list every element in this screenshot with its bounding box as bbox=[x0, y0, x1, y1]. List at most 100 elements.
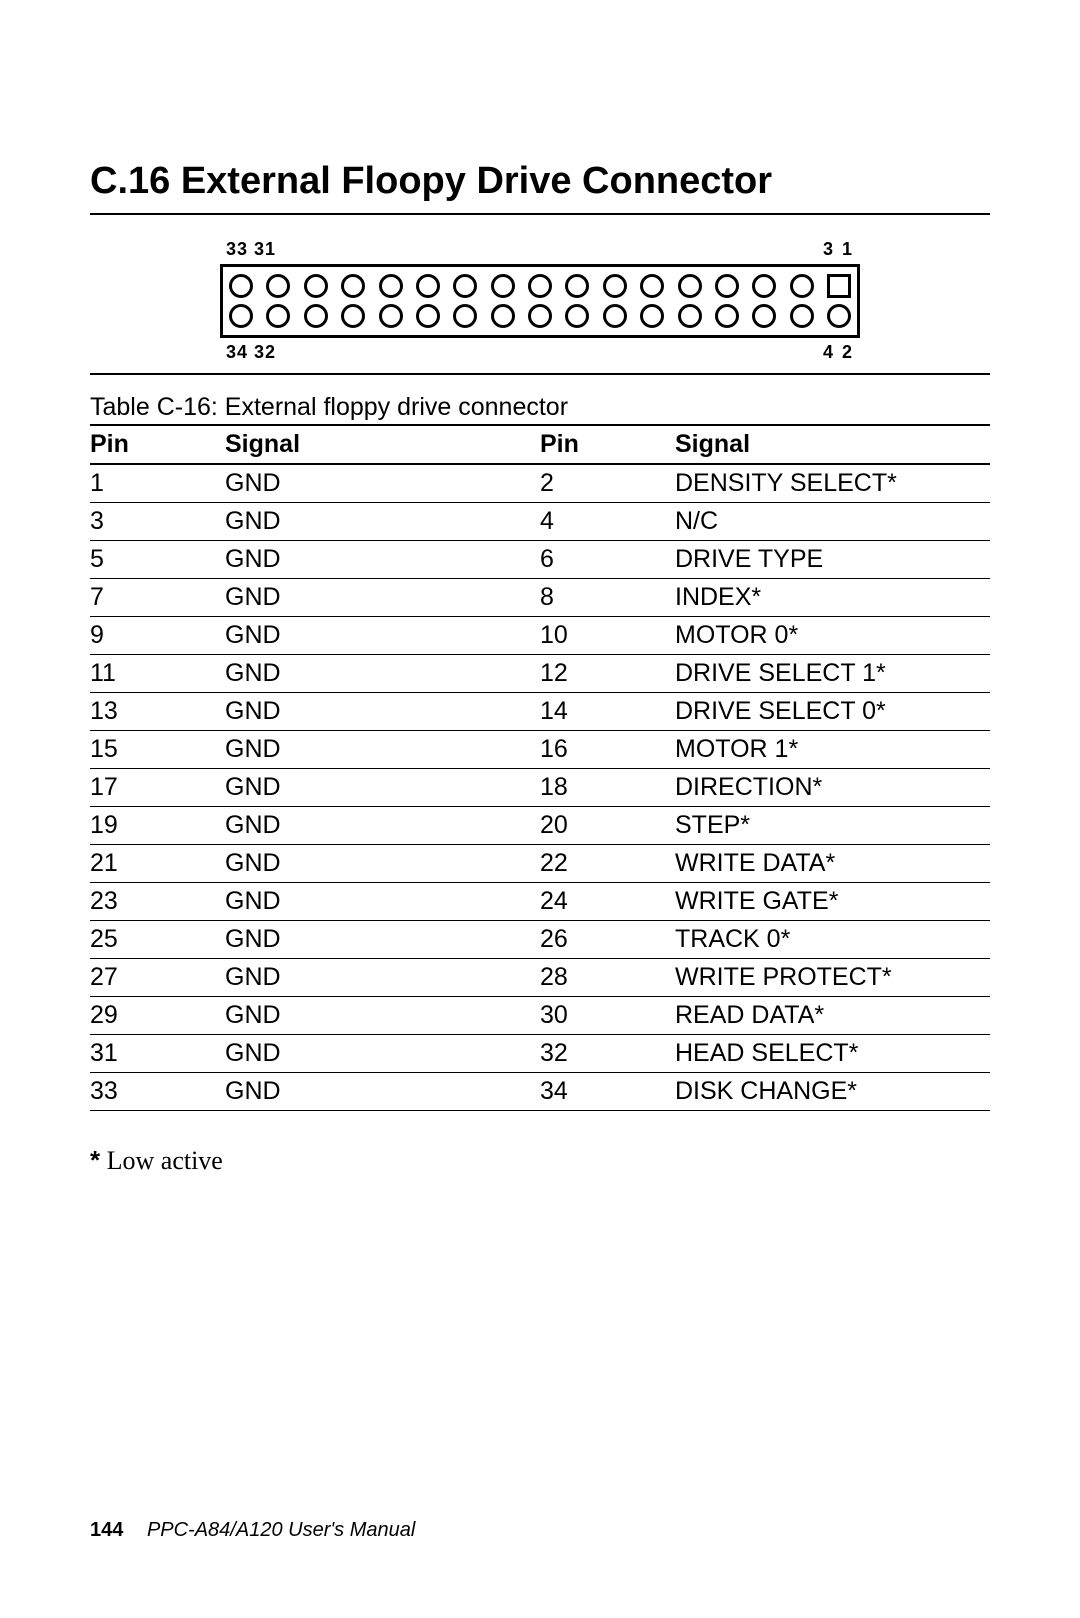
pin-hole bbox=[790, 304, 814, 328]
table-cell: N/C bbox=[675, 503, 990, 541]
table-cell: GND bbox=[225, 731, 540, 769]
table-cell: 25 bbox=[90, 921, 225, 959]
table-cell: DENSITY SELECT* bbox=[675, 464, 990, 503]
table-cell: 1 bbox=[90, 464, 225, 503]
table-cell: GND bbox=[225, 769, 540, 807]
pin-hole bbox=[379, 304, 403, 328]
table-row: 33GND34DISK CHANGE* bbox=[90, 1073, 990, 1111]
pin-hole bbox=[379, 274, 403, 298]
pin-hole bbox=[565, 274, 589, 298]
table-cell: GND bbox=[225, 997, 540, 1035]
col-signal-1: Signal bbox=[225, 425, 540, 464]
table-cell: INDEX* bbox=[675, 579, 990, 617]
pin-labels-bottom: 34 32 4 2 bbox=[220, 342, 860, 363]
table-cell: 33 bbox=[90, 1073, 225, 1111]
page-footer: 144 PPC-A84/A120 User's Manual bbox=[90, 1519, 415, 1542]
pin-hole bbox=[266, 274, 290, 298]
pin-row-top bbox=[229, 271, 851, 301]
pin-hole bbox=[491, 304, 515, 328]
table-cell: 16 bbox=[540, 731, 675, 769]
table-cell: HEAD SELECT* bbox=[675, 1035, 990, 1073]
table-cell: MOTOR 1* bbox=[675, 731, 990, 769]
table-cell: 28 bbox=[540, 959, 675, 997]
pin-hole bbox=[827, 274, 851, 298]
table-cell: 23 bbox=[90, 883, 225, 921]
table-cell: WRITE GATE* bbox=[675, 883, 990, 921]
table-cell: GND bbox=[225, 1073, 540, 1111]
pin-hole bbox=[341, 304, 365, 328]
table-row: 9GND10MOTOR 0* bbox=[90, 617, 990, 655]
pin-hole bbox=[416, 304, 440, 328]
table-cell: 9 bbox=[90, 617, 225, 655]
pin-row-bottom bbox=[229, 301, 851, 331]
table-cell: 14 bbox=[540, 693, 675, 731]
pin-hole bbox=[790, 274, 814, 298]
table-cell: 12 bbox=[540, 655, 675, 693]
table-cell: GND bbox=[225, 655, 540, 693]
table-cell: 30 bbox=[540, 997, 675, 1035]
table-cell: GND bbox=[225, 617, 540, 655]
table-cell: 3 bbox=[90, 503, 225, 541]
pin-hole bbox=[416, 274, 440, 298]
table-cell: DRIVE SELECT 0* bbox=[675, 693, 990, 731]
table-cell: 22 bbox=[540, 845, 675, 883]
table-cell: GND bbox=[225, 807, 540, 845]
pin-hole bbox=[266, 304, 290, 328]
table-cell: 10 bbox=[540, 617, 675, 655]
table-row: 7GND8INDEX* bbox=[90, 579, 990, 617]
pin-hole bbox=[453, 304, 477, 328]
table-cell: 15 bbox=[90, 731, 225, 769]
table-cell: GND bbox=[225, 845, 540, 883]
table-cell: 24 bbox=[540, 883, 675, 921]
table-row: 23GND24WRITE GATE* bbox=[90, 883, 990, 921]
label-bottom-right: 4 2 bbox=[823, 342, 854, 363]
page-number: 144 bbox=[90, 1519, 123, 1541]
table-row: 27GND28WRITE PROTECT* bbox=[90, 959, 990, 997]
table-row: 1GND2DENSITY SELECT* bbox=[90, 464, 990, 503]
table-row: 19GND20STEP* bbox=[90, 807, 990, 845]
pinout-table: Pin Signal Pin Signal 1GND2DENSITY SELEC… bbox=[90, 424, 990, 1111]
pin-hole bbox=[603, 304, 627, 328]
table-row: 25GND26TRACK 0* bbox=[90, 921, 990, 959]
table-cell: 2 bbox=[540, 464, 675, 503]
table-cell: 34 bbox=[540, 1073, 675, 1111]
pin-hole bbox=[640, 274, 664, 298]
table-cell: GND bbox=[225, 464, 540, 503]
table-row: 3GND4N/C bbox=[90, 503, 990, 541]
pin-hole bbox=[304, 304, 328, 328]
table-cell: 18 bbox=[540, 769, 675, 807]
connector-diagram-wrap: 33 31 3 1 34 32 4 2 bbox=[90, 239, 990, 363]
pin-hole bbox=[752, 304, 776, 328]
pin-hole bbox=[715, 274, 739, 298]
pin-hole bbox=[715, 304, 739, 328]
label-top-left: 33 31 bbox=[226, 239, 276, 260]
table-cell: 20 bbox=[540, 807, 675, 845]
table-row: 5GND6DRIVE TYPE bbox=[90, 541, 990, 579]
table-cell: STEP* bbox=[675, 807, 990, 845]
pin-box bbox=[220, 264, 860, 338]
table-row: 13GND14DRIVE SELECT 0* bbox=[90, 693, 990, 731]
table-cell: DRIVE TYPE bbox=[675, 541, 990, 579]
table-cell: GND bbox=[225, 921, 540, 959]
pin-hole bbox=[304, 274, 328, 298]
col-signal-2: Signal bbox=[675, 425, 990, 464]
table-cell: DRIVE SELECT 1* bbox=[675, 655, 990, 693]
table-cell: 8 bbox=[540, 579, 675, 617]
pin-hole bbox=[528, 274, 552, 298]
table-cell: GND bbox=[225, 503, 540, 541]
table-cell: 17 bbox=[90, 769, 225, 807]
table-cell: GND bbox=[225, 1035, 540, 1073]
connector-diagram: 33 31 3 1 34 32 4 2 bbox=[220, 239, 860, 363]
table-row: 11GND12DRIVE SELECT 1* bbox=[90, 655, 990, 693]
table-cell: GND bbox=[225, 959, 540, 997]
pin-hole bbox=[491, 274, 515, 298]
pin-hole bbox=[528, 304, 552, 328]
page-content: C.16 External Floopy Drive Connector 33 … bbox=[90, 160, 990, 1176]
table-header-row: Pin Signal Pin Signal bbox=[90, 425, 990, 464]
table-cell: WRITE DATA* bbox=[675, 845, 990, 883]
pin-hole bbox=[341, 274, 365, 298]
pin-hole bbox=[678, 304, 702, 328]
table-row: 29GND30READ DATA* bbox=[90, 997, 990, 1035]
table-cell: 7 bbox=[90, 579, 225, 617]
table-cell: 19 bbox=[90, 807, 225, 845]
